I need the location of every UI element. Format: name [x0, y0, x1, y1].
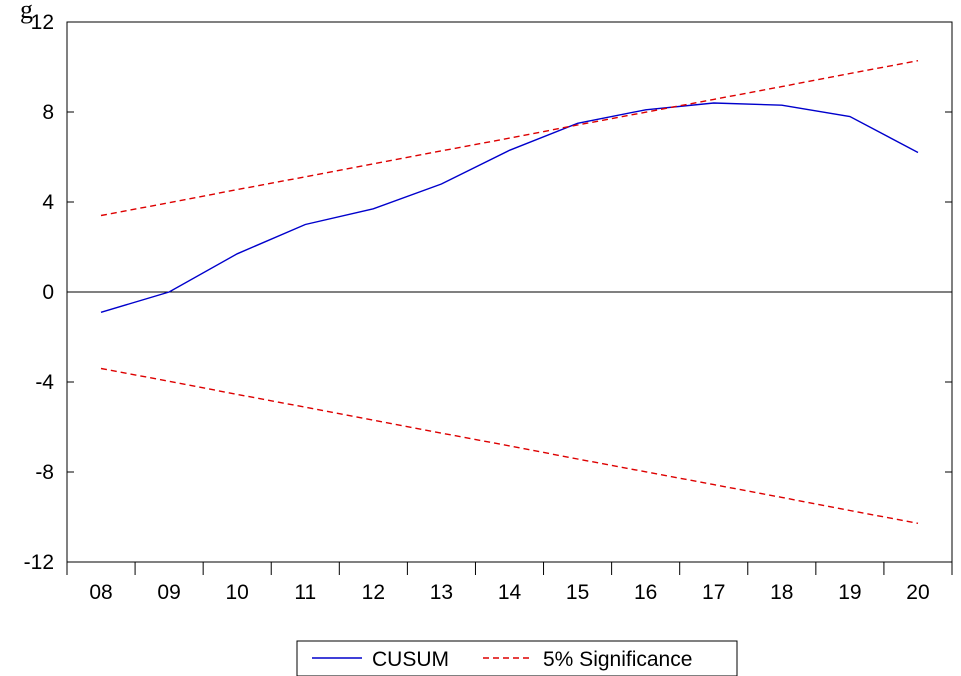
- legend-label-cusum: CUSUM: [372, 648, 449, 671]
- x-tick-label: 19: [838, 581, 861, 604]
- x-tick-label: 14: [498, 581, 522, 604]
- y-tick-label: -8: [35, 461, 54, 484]
- y-tick-label: 0: [42, 281, 54, 304]
- x-tick-label: 16: [634, 581, 657, 604]
- x-tick-label: 15: [566, 581, 589, 604]
- upper-significance-line: [100, 60, 919, 217]
- x-tick-label: 17: [702, 581, 725, 604]
- x-tick-label: 09: [157, 581, 180, 604]
- y-tick-label: 8: [42, 101, 54, 124]
- y-tick-label: -4: [35, 371, 54, 394]
- y-tick-label: 4: [42, 191, 54, 214]
- series-group: [100, 60, 919, 524]
- y-tick-label: -12: [24, 551, 54, 574]
- legend: CUSUM 5% Significance: [296, 640, 738, 676]
- cusum-line: [100, 102, 919, 313]
- x-tick-label: 11: [294, 581, 316, 604]
- x-tick-label: 18: [770, 581, 793, 604]
- y-tick-label: 12: [31, 11, 54, 34]
- x-tick-label: 13: [430, 581, 453, 604]
- y-axis: 12 8 4 0 -4 -8 -12: [24, 11, 952, 574]
- x-tick-label: 12: [362, 581, 385, 604]
- x-tick-label: 08: [89, 581, 112, 604]
- legend-label-significance: 5% Significance: [543, 648, 692, 671]
- x-tick-label: 20: [906, 581, 929, 604]
- lower-significance-line: [100, 367, 919, 524]
- x-axis: 08 09 10 11 12 13 14 15 16 17 18 19 20: [66, 562, 953, 604]
- x-tick-label: 10: [226, 581, 249, 604]
- cropped-heading-fragment: g: [20, 0, 33, 24]
